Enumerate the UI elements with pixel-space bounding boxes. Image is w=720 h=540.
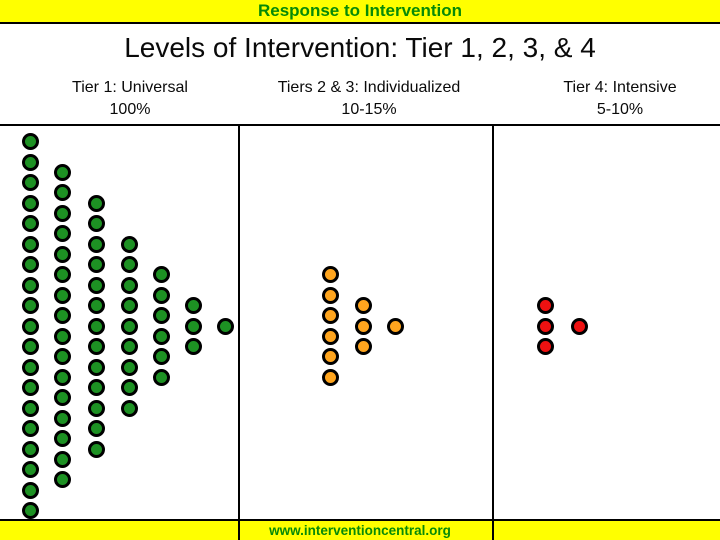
tier1-student-dot <box>54 266 71 283</box>
divider-tiers23-tier4 <box>492 124 494 540</box>
tiers23-student-dot <box>355 338 372 355</box>
tier1-student-dot <box>22 482 39 499</box>
tier1-student-dot <box>22 133 39 150</box>
tiers23-student-dot <box>355 297 372 314</box>
tier1-student-dot <box>22 338 39 355</box>
tier1-student-dot <box>121 338 138 355</box>
tiers23-student-dot <box>387 318 404 335</box>
tiers23-label: Tiers 2 & 3: Individualized <box>277 79 461 96</box>
tier1-student-dot <box>185 318 202 335</box>
top-banner-title: Response to Intervention <box>257 1 463 20</box>
tier1-student-dot <box>88 277 105 294</box>
tier4-student-dot <box>537 297 554 314</box>
tier1-student-dot <box>153 307 170 324</box>
tier1-student-dot <box>54 430 71 447</box>
tier1-student-dot <box>88 236 105 253</box>
footer-url[interactable]: www.interventioncentral.org <box>269 523 451 538</box>
tier1-student-dot <box>54 389 71 406</box>
tier1-student-dot <box>22 318 39 335</box>
tier1-student-dot <box>121 359 138 376</box>
tier4-percent: 5-10% <box>596 101 644 118</box>
tier1-student-dot <box>22 379 39 396</box>
tier1-student-dot <box>22 502 39 519</box>
tier4-student-dot <box>537 318 554 335</box>
divider-tier1-tiers23 <box>238 124 240 540</box>
tier1-student-dot <box>88 256 105 273</box>
tier1-student-dot <box>88 420 105 437</box>
tier1-student-dot <box>88 338 105 355</box>
tier1-student-dot <box>22 174 39 191</box>
tier4-column-header: Tier 4: Intensive 5-10% <box>508 77 720 121</box>
tier1-student-dot <box>22 215 39 232</box>
tier1-student-dot <box>22 256 39 273</box>
tier1-student-dot <box>121 318 138 335</box>
top-banner: Response to Intervention <box>0 0 720 24</box>
tier1-student-dot <box>153 328 170 345</box>
tier1-student-dot <box>88 195 105 212</box>
tier1-student-dot <box>121 297 138 314</box>
tier1-student-dot <box>22 277 39 294</box>
tier1-student-dot <box>54 287 71 304</box>
tier1-student-dot <box>185 338 202 355</box>
tier1-student-dot <box>22 297 39 314</box>
tiers23-percent: 10-15% <box>341 101 397 118</box>
tier1-student-dot <box>88 359 105 376</box>
tiers23-student-dot <box>322 328 339 345</box>
tier1-student-dot <box>54 328 71 345</box>
tiers23-student-dot <box>322 266 339 283</box>
tier1-student-dot <box>121 277 138 294</box>
tier1-student-dot <box>22 400 39 417</box>
tier1-student-dot <box>54 471 71 488</box>
panel-top-border <box>0 124 720 126</box>
tier1-student-dot <box>217 318 234 335</box>
footer-banner: www.interventioncentral.org <box>0 519 720 540</box>
tiers23-student-dot <box>322 287 339 304</box>
slide-title: Levels of Intervention: Tier 1, 2, 3, & … <box>124 32 596 63</box>
tier1-student-dot <box>54 246 71 263</box>
tier1-student-dot <box>22 461 39 478</box>
tiers23-student-dot <box>322 369 339 386</box>
tier1-student-dot <box>185 297 202 314</box>
tiers23-student-dot <box>322 348 339 365</box>
tier1-student-dot <box>121 400 138 417</box>
tier4-student-dot <box>537 338 554 355</box>
tier1-student-dot <box>54 369 71 386</box>
tier1-student-dot <box>54 205 71 222</box>
tier1-student-dot <box>54 225 71 242</box>
tier4-student-dot <box>571 318 588 335</box>
tiers23-student-dot <box>355 318 372 335</box>
tiers23-student-dot <box>322 307 339 324</box>
tier1-student-dot <box>22 359 39 376</box>
tier1-student-dot <box>88 318 105 335</box>
tier1-student-dot <box>88 379 105 396</box>
tier1-student-dot <box>54 348 71 365</box>
tiers23-column-header: Tiers 2 & 3: Individualized 10-15% <box>248 77 490 121</box>
tier1-student-dot <box>88 297 105 314</box>
tier1-student-dot <box>88 215 105 232</box>
tier1-student-dot <box>54 410 71 427</box>
tier1-student-dot <box>54 164 71 181</box>
tier1-student-dot <box>153 369 170 386</box>
tier1-student-dot <box>88 400 105 417</box>
tier1-student-dot <box>121 236 138 253</box>
tier1-student-dot <box>22 420 39 437</box>
tier1-column-header: Tier 1: Universal 100% <box>18 77 242 121</box>
tier1-student-dot <box>153 266 170 283</box>
tier1-percent: 100% <box>109 101 151 118</box>
tier1-student-dot <box>22 441 39 458</box>
tier1-student-dot <box>121 256 138 273</box>
tier1-student-dot <box>22 154 39 171</box>
tier1-student-dot <box>54 307 71 324</box>
tier1-student-dot <box>54 451 71 468</box>
tier1-student-dot <box>121 379 138 396</box>
tier1-student-dot <box>54 184 71 201</box>
tier1-student-dot <box>153 348 170 365</box>
tier1-student-dot <box>88 441 105 458</box>
tier1-student-dot <box>22 195 39 212</box>
tier1-student-dot <box>22 236 39 253</box>
tier4-label: Tier 4: Intensive <box>563 79 677 96</box>
tier1-student-dot <box>153 287 170 304</box>
tier1-label: Tier 1: Universal <box>72 79 188 96</box>
